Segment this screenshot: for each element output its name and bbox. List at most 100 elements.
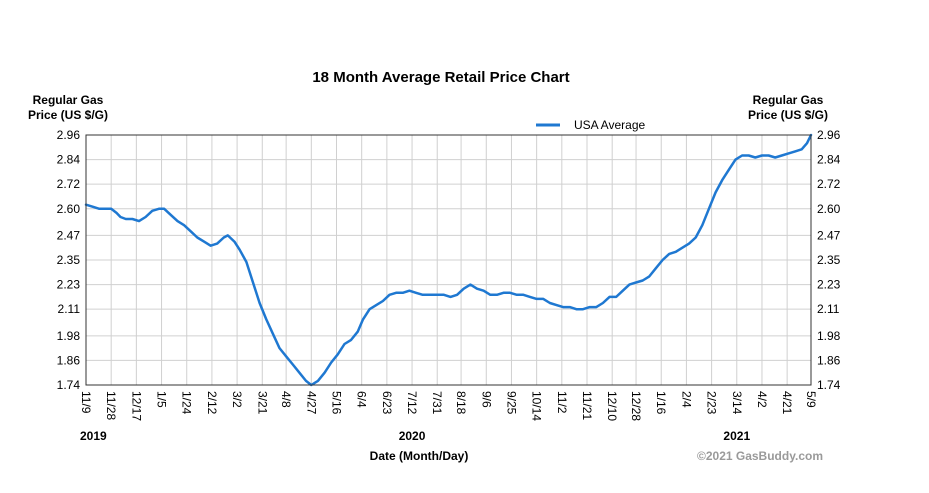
- data-point-86: [642, 279, 644, 282]
- data-point-14: [170, 214, 172, 216]
- data-point-40: [337, 353, 339, 355]
- data-point-67: [516, 294, 518, 296]
- x-tick-labels: 11/9 11/28 12/17 1/5 1/24 2/12 3/2 3/21 4/8 4/27 5…: [79, 391, 818, 421]
- y-tick-right-3: 2.11: [817, 302, 840, 316]
- data-point-72: [549, 302, 551, 304]
- data-point-75: [569, 306, 571, 308]
- data-point-6: [119, 216, 122, 218]
- data-point-57: [449, 296, 452, 298]
- data-point-94: [695, 236, 697, 239]
- data-point-44: [362, 318, 364, 320]
- x-tick-29: 5/9: [804, 391, 818, 408]
- data-point-4: [110, 208, 112, 210]
- y-tick-left-6: 2.47: [57, 228, 81, 242]
- data-point-101: [741, 154, 743, 157]
- data-point-98: [721, 179, 723, 181]
- data-point-68: [522, 294, 525, 296]
- data-point-105: [768, 154, 770, 157]
- data-point-64: [496, 294, 498, 296]
- y-tick-left-2: 1.98: [57, 329, 81, 343]
- y-tick-left-7: 2.60: [57, 202, 81, 216]
- x-tick-21: 12/10: [605, 391, 619, 421]
- data-point-29: [265, 318, 267, 320]
- y-tick-labels: 1.74 1.74 1.86 1.86 1.98 1.98 2.11 2.11 2.23 2.23…: [57, 128, 841, 392]
- x-tick-27: 4/2: [755, 391, 769, 408]
- year-label-2021: 2021: [723, 429, 750, 443]
- data-point-43: [357, 331, 359, 333]
- x-tick-15: 8/18: [454, 391, 468, 415]
- data-point-79: [595, 306, 597, 308]
- y-tick-left-1: 1.86: [57, 353, 81, 367]
- data-point-82: [615, 296, 617, 298]
- data-point-18: [196, 236, 198, 239]
- data-point-102: [748, 154, 750, 157]
- data-point-10: [145, 216, 147, 218]
- x-tick-16: 9/6: [479, 391, 493, 408]
- data-point-96: [708, 208, 710, 210]
- data-point-5: [115, 212, 118, 214]
- data-point-110: [801, 148, 803, 150]
- data-point-20: [210, 245, 212, 247]
- x-tick-13: 7/12: [405, 391, 419, 415]
- data-point-1: [92, 206, 94, 208]
- data-point-31: [278, 347, 281, 349]
- data-point-88: [655, 267, 657, 269]
- x-tick-2: 12/17: [129, 391, 143, 421]
- data-point-103: [754, 156, 756, 159]
- data-point-104: [761, 154, 763, 157]
- data-point-66: [509, 292, 511, 294]
- data-point-59: [463, 288, 465, 290]
- data-point-42: [350, 339, 352, 341]
- x-tick-5: 2/12: [205, 391, 219, 415]
- x-tick-11: 6/4: [355, 391, 369, 408]
- data-point-62: [483, 290, 485, 292]
- y-tick-right-7: 2.60: [817, 202, 841, 216]
- x-tick-8: 4/8: [279, 391, 293, 408]
- grid: [85, 134, 812, 386]
- plot-frame: [85, 134, 812, 386]
- data-point-8: [131, 218, 133, 220]
- data-point-11: [151, 210, 153, 212]
- x-tick-3: 1/5: [155, 391, 169, 408]
- chart-title: 18 Month Average Retail Price Chart: [312, 69, 569, 86]
- y-tick-right-9: 2.84: [817, 153, 841, 167]
- data-point-50: [402, 292, 404, 294]
- data-point-89: [662, 259, 664, 261]
- data-point-38: [324, 372, 326, 374]
- data-point-77: [582, 308, 584, 310]
- data-point-33: [292, 363, 294, 366]
- data-point-106: [774, 156, 776, 159]
- data-point-69: [529, 296, 531, 298]
- data-point-22: [223, 236, 225, 239]
- data-point-17: [190, 230, 192, 232]
- x-tick-18: 10/14: [530, 391, 544, 421]
- y-tick-left-5: 2.35: [57, 253, 81, 267]
- data-point-58: [456, 294, 458, 296]
- legend: USA Average: [536, 118, 645, 132]
- data-point-108: [787, 152, 790, 154]
- data-point-35: [305, 380, 307, 382]
- x-tick-24: 2/4: [679, 391, 693, 408]
- data-point-74: [562, 306, 564, 308]
- data-point-91: [675, 251, 677, 253]
- data-point-107: [781, 154, 783, 157]
- data-point-99: [728, 169, 730, 171]
- data-point-27: [252, 281, 254, 284]
- x-tick-0: 11/9: [79, 391, 93, 414]
- x-tick-4: 1/24: [180, 391, 194, 415]
- data-point-32: [285, 355, 287, 357]
- data-point-71: [542, 298, 544, 300]
- data-point-100: [734, 159, 737, 161]
- data-point-45: [369, 308, 371, 310]
- data-point-80: [602, 302, 604, 304]
- data-point-3: [105, 208, 107, 210]
- y-tick-left-4: 2.23: [57, 278, 81, 292]
- data-point-97: [715, 191, 717, 193]
- data-point-76: [575, 308, 578, 310]
- x-tick-22: 12/28: [629, 391, 643, 421]
- data-point-92: [681, 247, 684, 249]
- data-point-63: [489, 294, 491, 296]
- x-tick-9: 4/27: [304, 391, 318, 415]
- x-tick-19: 11/2: [555, 391, 569, 414]
